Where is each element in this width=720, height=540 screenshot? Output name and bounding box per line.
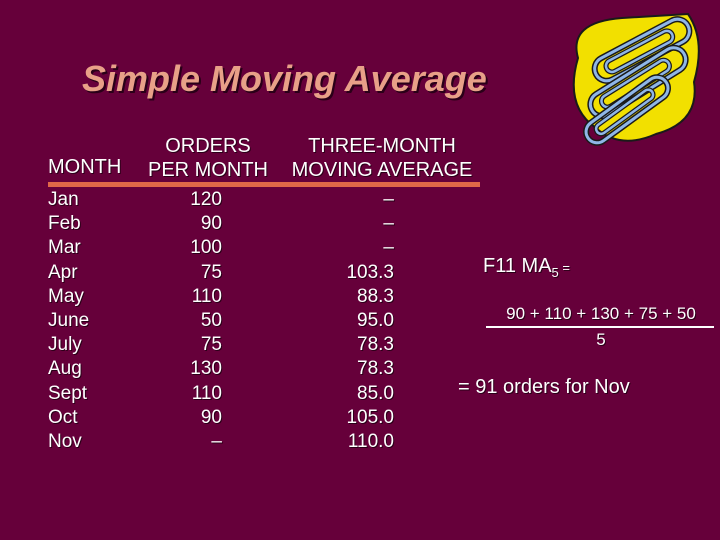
- formula-label: F11 MA5 =: [483, 255, 570, 280]
- ma-cell: –: [383, 237, 394, 259]
- orders-cell: 90: [200, 213, 222, 235]
- page-title: Simple Moving Average: [82, 58, 487, 99]
- orders-cell: 120: [190, 189, 222, 210]
- formula-numerator: 90 + 110 + 130 + 75 + 50: [506, 304, 696, 323]
- header-ma-line2: MOVING AVERAGE: [291, 159, 473, 181]
- month-cell: July: [48, 334, 82, 356]
- header-moving-average: THREE-MONTH MOVING AVERAGE: [282, 134, 482, 182]
- orders-cell: 110: [191, 382, 222, 404]
- month-cell: May: [48, 285, 84, 307]
- month-cell: Apr: [48, 261, 78, 283]
- moving-average-column: – – –103.3 88.3 95.0 78.3 78.3 85.0 105.0 110.0: [300, 188, 394, 454]
- month-cell: Jan: [48, 189, 79, 210]
- orders-cell: 110: [191, 285, 222, 307]
- formula-denominator: 5: [596, 330, 606, 349]
- month-cell: Feb: [48, 213, 81, 235]
- ma-cell: 88.3: [357, 285, 394, 307]
- ma-cell: 110.0: [347, 430, 394, 452]
- month-cell: June: [48, 309, 90, 331]
- month-column: Jan Feb Mar Apr May June July Aug Sept Oct Nov: [48, 188, 128, 454]
- header-orders-line1: ORDERS: [165, 135, 251, 157]
- ma-cell: 105.0: [346, 406, 394, 428]
- ma-cell: 78.3: [357, 334, 394, 356]
- paperclips-icon: [572, 12, 700, 146]
- formula-subscript: 5: [551, 265, 559, 280]
- ma-cell: 78.3: [357, 358, 394, 380]
- month-cell: Sept: [48, 382, 88, 404]
- month-cell: Nov: [48, 430, 82, 452]
- orders-cell: 75: [200, 261, 222, 283]
- orders-cell: 75: [200, 334, 222, 356]
- ma-cell: 85.0: [357, 382, 394, 404]
- month-cell: Mar: [48, 237, 81, 259]
- orders-column: 120 90 100 75 110 50 75 130 110 90–: [150, 188, 222, 454]
- orders-cell: 130: [190, 358, 222, 380]
- header-orders: ORDERS PER MONTH: [148, 134, 268, 182]
- ma-cell: 103.3: [346, 261, 394, 283]
- header-divider: [48, 182, 480, 187]
- orders-cell: 90: [200, 406, 222, 428]
- ma-cell: 95.0: [357, 309, 394, 331]
- ma-cell: –: [383, 189, 394, 210]
- month-cell: Oct: [48, 406, 78, 428]
- header-month: MONTH: [48, 156, 122, 178]
- orders-cell: 100: [190, 237, 222, 259]
- formula-result: = 91 orders for Nov: [458, 376, 630, 398]
- orders-cell: –: [211, 430, 222, 452]
- formula-equals: =: [558, 260, 570, 275]
- header-ma-line1: THREE-MONTH: [308, 135, 456, 157]
- orders-cell: 50: [200, 309, 222, 331]
- ma-cell: –: [383, 213, 394, 235]
- header-orders-line2: PER MONTH: [148, 159, 268, 181]
- fraction-line: [486, 326, 714, 328]
- month-cell: Aug: [48, 358, 82, 380]
- formula-prefix: F11 MA: [483, 255, 552, 277]
